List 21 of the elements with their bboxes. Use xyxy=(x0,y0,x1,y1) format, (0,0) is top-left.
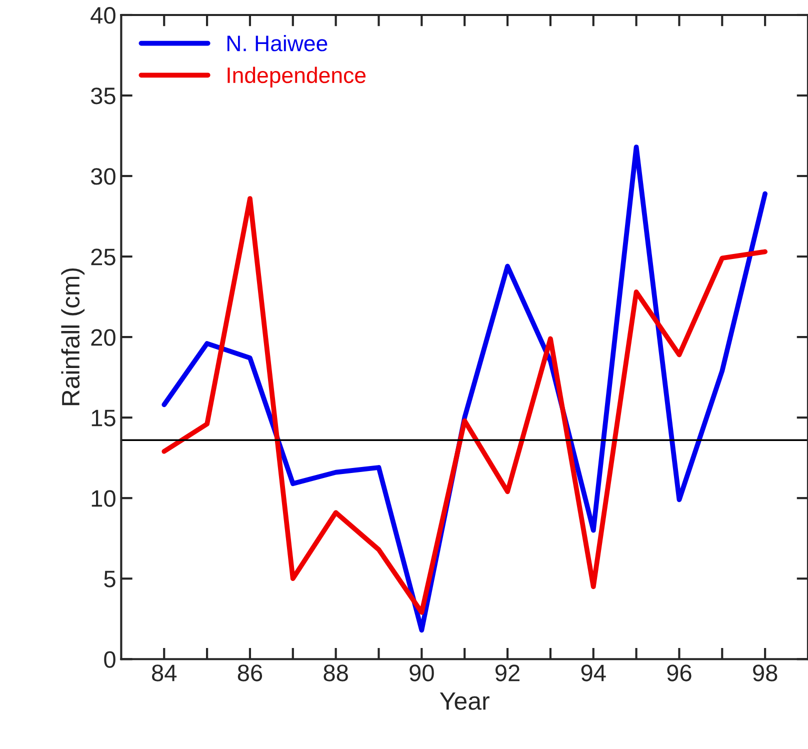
x-tick-label: 92 xyxy=(496,664,520,682)
y-tick-label: 20 xyxy=(91,329,116,346)
x-tick-label: 94 xyxy=(581,664,606,682)
legend-label: Independence xyxy=(228,66,366,88)
x-axis-title: Year xyxy=(440,692,490,710)
y-tick-label: 10 xyxy=(92,490,116,507)
y-tick-label: 15 xyxy=(92,410,116,426)
x-tick-label: 84 xyxy=(152,664,177,682)
y-tick-label: 25 xyxy=(91,248,116,266)
x-tick-label: 98 xyxy=(753,664,778,682)
x-tick-label: 90 xyxy=(410,664,434,682)
y-tick-label: 35 xyxy=(90,88,116,104)
legend-label: N. Haiwee xyxy=(227,34,328,52)
x-tick-label: 86 xyxy=(238,664,262,682)
y-tick-label: 5 xyxy=(104,570,116,588)
x-tick-label: 88 xyxy=(324,664,348,682)
x-tick-label: 96 xyxy=(667,664,692,682)
y-axis-title: Rainfall (cm) xyxy=(61,268,85,406)
y-tick-label: 0 xyxy=(104,651,116,668)
y-tick-label: 40 xyxy=(90,7,116,24)
y-tick-label: 30 xyxy=(90,168,116,185)
